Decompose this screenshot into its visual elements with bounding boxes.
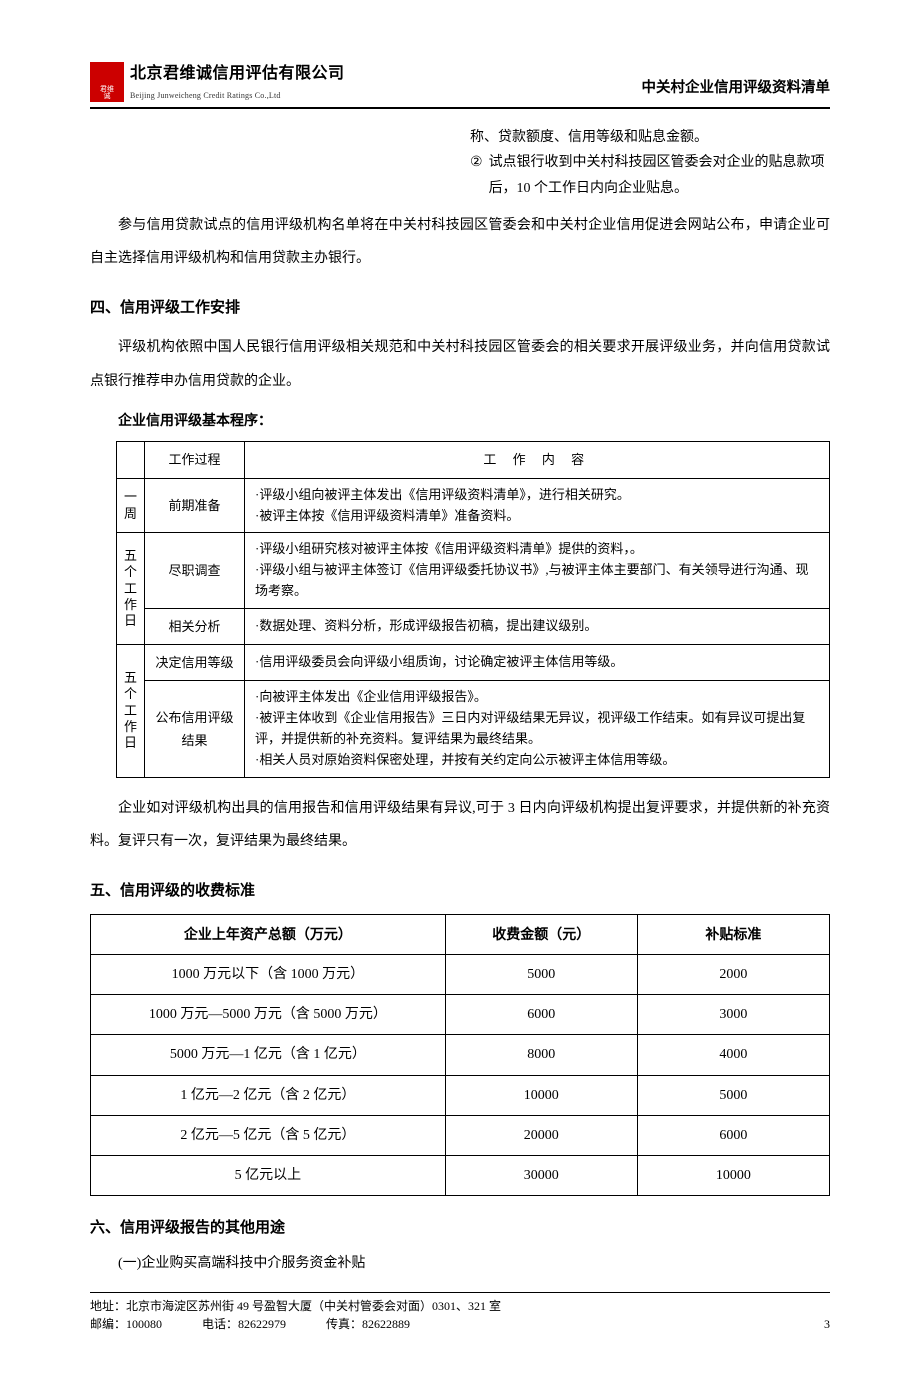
table-row: 1 亿元—2 亿元（含 2 亿元）100005000 — [91, 1075, 830, 1115]
fee-col-2: 收费金额（元） — [445, 914, 637, 954]
fee-cell: 3000 — [637, 995, 829, 1035]
section-4-heading: 四、信用评级工作安排 — [90, 294, 830, 321]
fee-cell: 2000 — [637, 955, 829, 995]
section-6-sub1: (一)企业购买高端科技中介服务资金补贴 — [90, 1251, 830, 1276]
footer-zip-value: 100080 — [126, 1317, 162, 1331]
footer-fax-label: 传真： — [326, 1317, 362, 1331]
page-number: 3 — [824, 1315, 830, 1333]
company-name-en: Beijing Junweicheng Credit Ratings Co.,L… — [130, 89, 345, 103]
table-row: 一周 前期准备 ·评级小组向被评主体发出《信用评级资料清单》，进行相关研究。·被… — [117, 478, 830, 533]
proc-head-content: 工 作 内 容 — [245, 442, 830, 478]
footer-tel-value: 82622979 — [238, 1317, 286, 1331]
table-row: 五个工作日 决定信用等级 ·信用评级委员会向评级小组质询，讨论确定被评主体信用等… — [117, 645, 830, 681]
footer-tel-label: 电话： — [202, 1317, 238, 1331]
section-4-subheading: 企业信用评级基本程序： — [90, 408, 830, 433]
fee-table: 企业上年资产总额（万元） 收费金额（元） 补贴标准 1000 万元以下（含 10… — [90, 914, 830, 1196]
proc-head-stage: 工作过程 — [145, 442, 245, 478]
section-6-heading: 六、信用评级报告的其他用途 — [90, 1214, 830, 1241]
table-row: 5 亿元以上3000010000 — [91, 1155, 830, 1195]
page-footer: 地址：北京市海淀区苏州街 49 号盈智大厦（中关村管委会对面）0301、321 … — [90, 1292, 830, 1333]
cont-item-2: ② 试点银行收到中关村科技园区管委会对企业的贴息款项后，10 个工作日内向企业贴… — [470, 150, 830, 200]
document-title: 中关村企业信用评级资料清单 — [642, 75, 831, 103]
fee-cell: 4000 — [637, 1035, 829, 1075]
section-4-para: 评级机构依照中国人民银行信用评级相关规范和中关村科技园区管委会的相关要求开展评级… — [90, 331, 830, 398]
footer-tel: 电话：82622979 — [202, 1315, 286, 1333]
fee-cell: 8000 — [445, 1035, 637, 1075]
proc-period-1: 一周 — [117, 478, 145, 533]
continued-list: 称、贷款额度、信用等级和贴息金额。 ② 试点银行收到中关村科技园区管委会对企业的… — [90, 125, 830, 201]
fee-cell: 1000 万元—5000 万元（含 5000 万元） — [91, 995, 446, 1035]
logo-seal: 君维诚 — [97, 86, 117, 100]
footer-contact: 地址：北京市海淀区苏州街 49 号盈智大厦（中关村管委会对面）0301、321 … — [90, 1297, 824, 1333]
fee-cell: 5000 万元—1 亿元（含 1 亿元） — [91, 1035, 446, 1075]
fee-cell: 10000 — [637, 1155, 829, 1195]
section-5-heading: 五、信用评级的收费标准 — [90, 877, 830, 904]
footer-zip: 邮编：100080 — [90, 1315, 162, 1333]
cont-item-2-text: 试点银行收到中关村科技园区管委会对企业的贴息款项后，10 个工作日内向企业贴息。 — [489, 150, 830, 200]
fee-cell: 5000 — [637, 1075, 829, 1115]
proc-content-4: ·信用评级委员会向评级小组质询，讨论确定被评主体信用等级。 — [245, 645, 830, 681]
table-row: 公布信用评级结果 ·向被评主体发出《企业信用评级报告》。·被评主体收到《企业信用… — [117, 681, 830, 777]
cont-line-1: 称、贷款额度、信用等级和贴息金额。 — [470, 125, 830, 150]
proc-period-2: 五个工作日 — [117, 533, 145, 645]
fee-cell: 6000 — [637, 1115, 829, 1155]
table-row: 五个工作日 尽职调查 ·评级小组研究核对被评主体按《信用评级资料清单》提供的资料… — [117, 533, 830, 608]
footer-line2: 邮编：100080 电话：82622979 传真：82622889 — [90, 1315, 824, 1333]
fee-cell: 5 亿元以上 — [91, 1155, 446, 1195]
fee-cell: 1000 万元以下（含 1000 万元） — [91, 955, 446, 995]
table-row: 5000 万元—1 亿元（含 1 亿元）80004000 — [91, 1035, 830, 1075]
proc-period-3: 五个工作日 — [117, 645, 145, 778]
proc-head-blank — [117, 442, 145, 478]
proc-head-content-text: 工 作 内 容 — [483, 452, 590, 467]
proc-stage-2: 尽职调查 — [145, 533, 245, 608]
fee-cell: 2 亿元—5 亿元（含 5 亿元） — [91, 1115, 446, 1155]
proc-content-2: ·评级小组研究核对被评主体按《信用评级资料清单》提供的资料，。·评级小组与被评主… — [245, 533, 830, 608]
footer-address: 地址：北京市海淀区苏州街 49 号盈智大厦（中关村管委会对面）0301、321 … — [90, 1297, 824, 1315]
proc-content-1: ·评级小组向被评主体发出《信用评级资料清单》，进行相关研究。·被评主体按《信用评… — [245, 478, 830, 533]
footer-fax-value: 82622889 — [362, 1317, 410, 1331]
proc-content-5: ·向被评主体发出《企业信用评级报告》。·被评主体收到《企业信用报告》三日内对评级… — [245, 681, 830, 777]
fee-cell: 30000 — [445, 1155, 637, 1195]
proc-stage-4: 决定信用等级 — [145, 645, 245, 681]
table-row: 1000 万元以下（含 1000 万元）50002000 — [91, 955, 830, 995]
fee-col-3: 补贴标准 — [637, 914, 829, 954]
page-header: 君维诚 北京君维诚信用评估有限公司 Beijing Junweicheng Cr… — [90, 60, 830, 109]
fee-cell: 1 亿元—2 亿元（含 2 亿元） — [91, 1075, 446, 1115]
company-name-block: 北京君维诚信用评估有限公司 Beijing Junweicheng Credit… — [130, 60, 345, 103]
footer-zip-label: 邮编： — [90, 1317, 126, 1331]
table-row: 相关分析 ·数据处理、资料分析，形成评级报告初稿，提出建议级别。 — [117, 608, 830, 644]
company-name-cn: 北京君维诚信用评估有限公司 — [130, 60, 345, 89]
footer-fax: 传真：82622889 — [326, 1315, 410, 1333]
fee-col-1: 企业上年资产总额（万元） — [91, 914, 446, 954]
fee-cell: 5000 — [445, 955, 637, 995]
rooster-logo-icon: 君维诚 — [90, 62, 124, 102]
fee-cell: 6000 — [445, 995, 637, 1035]
table-row: 2 亿元—5 亿元（含 5 亿元）200006000 — [91, 1115, 830, 1155]
proc-stage-5: 公布信用评级结果 — [145, 681, 245, 777]
fee-cell: 20000 — [445, 1115, 637, 1155]
proc-stage-3: 相关分析 — [145, 608, 245, 644]
intro-paragraph: 参与信用贷款试点的信用评级机构名单将在中关村科技园区管委会和中关村企业信用促进会… — [90, 209, 830, 276]
section-4-after-para: 企业如对评级机构出具的信用报告和信用评级结果有异议,可于 3 日内向评级机构提出… — [90, 792, 830, 859]
procedure-table: 工作过程 工 作 内 容 一周 前期准备 ·评级小组向被评主体发出《信用评级资料… — [116, 441, 830, 777]
table-row: 1000 万元—5000 万元（含 5000 万元）60003000 — [91, 995, 830, 1035]
proc-stage-1: 前期准备 — [145, 478, 245, 533]
proc-content-3: ·数据处理、资料分析，形成评级报告初稿，提出建议级别。 — [245, 608, 830, 644]
fee-cell: 10000 — [445, 1075, 637, 1115]
marker-circled-2: ② — [470, 150, 483, 200]
company-logo-block: 君维诚 北京君维诚信用评估有限公司 Beijing Junweicheng Cr… — [90, 60, 345, 103]
